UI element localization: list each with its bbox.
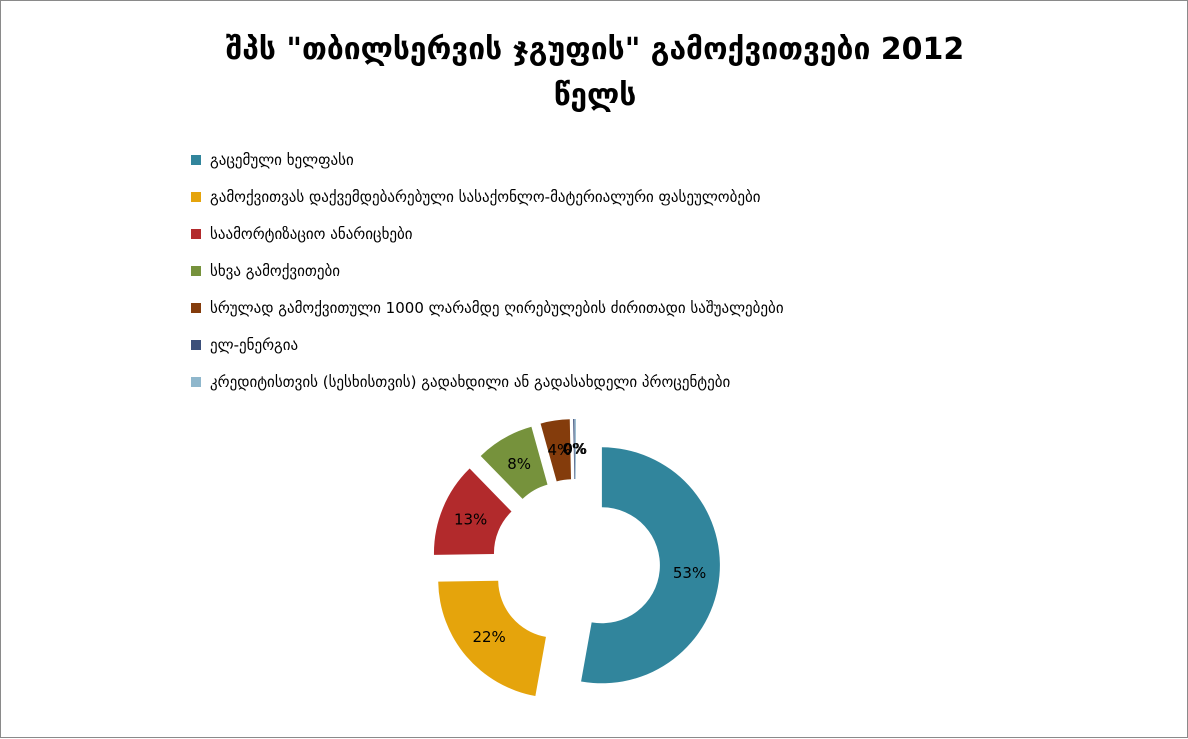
pie-slice [574,419,576,480]
legend-swatch [191,191,201,202]
legend-label: გაცემული ხელფასი [210,150,354,169]
legend-swatch [191,339,201,350]
pie-data-label: 0% [564,440,588,458]
legend-label: სხვა გამოქვითები [210,261,341,280]
chart-title: შპს "თბილსერვის ჯგუფის" გამოქვითვები 201… [1,27,1188,119]
legend-label: საამორტიზაციო ანარიცხები [210,224,413,243]
pie-slice [581,447,720,684]
legend-item: ელ-ენერგია [191,326,784,363]
legend-swatch [191,265,201,276]
pie-slice [540,419,572,482]
pie-data-label: 0% [562,440,586,458]
legend-label: გამოქვითვას დაქვემდებარებული სასაქონლო-მ… [210,187,761,206]
chart-title-line-1: შპს "თბილსერვის ჯგუფის" გამოქვითვები 201… [225,32,965,67]
legend-swatch [191,228,201,239]
pie-data-label: 4% [548,441,572,459]
pie-slice [438,580,546,696]
legend-item: სხვა გამოქვითები [191,252,784,289]
legend-item: კრედიტისთვის (სესხისთვის) გადახდილი ან გ… [191,363,784,400]
pie-slice [573,419,575,480]
pie-data-label: 53% [673,564,706,582]
legend-swatch [191,154,201,165]
pie-data-label: 8% [507,455,531,473]
legend-label: სრულად გამოქვითული 1000 ლარამდე ღირებულე… [210,298,784,317]
legend-item: გამოქვითვას დაქვემდებარებული სასაქონლო-მ… [191,178,784,215]
pie-slice [433,468,512,555]
legend-item: სრულად გამოქვითული 1000 ლარამდე ღირებულე… [191,289,784,326]
pie-data-label: 22% [472,628,505,646]
chart-legend: გაცემული ხელფასი გამოქვითვას დაქვემდებარე… [191,141,784,400]
chart-title-line-2: წელს [553,78,637,113]
legend-item: საამორტიზაციო ანარიცხები [191,215,784,252]
pie-slice [480,426,548,499]
legend-item: გაცემული ხელფასი [191,141,784,178]
pie-data-label: 13% [454,511,487,529]
legend-label: კრედიტისთვის (სესხისთვის) გადახდილი ან გ… [210,372,731,391]
legend-swatch [191,376,201,387]
legend-label: ელ-ენერგია [210,335,299,354]
legend-swatch [191,302,201,313]
